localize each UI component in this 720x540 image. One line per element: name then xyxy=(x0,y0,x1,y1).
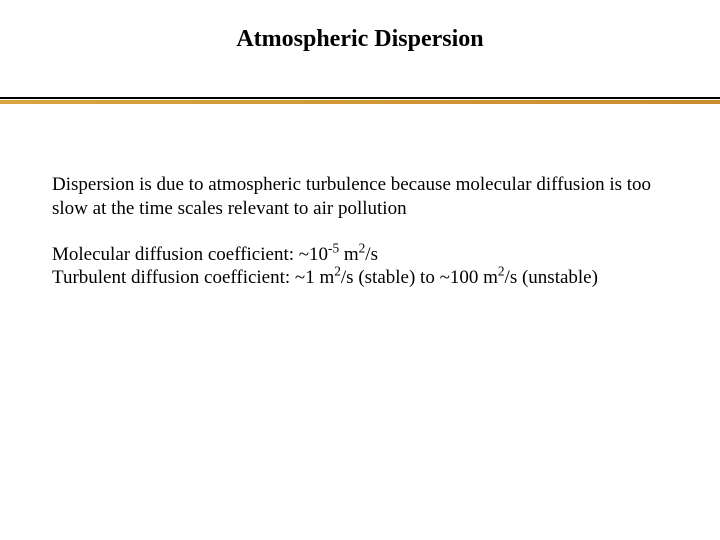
turbulent-exp1: 2 xyxy=(334,264,341,279)
turbulent-exp2: 2 xyxy=(498,264,505,279)
slide-title: Atmospheric Dispersion xyxy=(0,0,720,71)
title-divider xyxy=(0,97,720,105)
molecular-exponent: -5 xyxy=(328,240,339,255)
paragraph-coefficients: Molecular diffusion coefficient: ~10-5 m… xyxy=(52,243,668,291)
molecular-unit-pre: m xyxy=(339,244,359,265)
molecular-label: Molecular diffusion coefficient: ~10 xyxy=(52,244,328,265)
turbulent-mid: /s (stable) to ~100 m xyxy=(341,267,498,288)
divider-line-top xyxy=(0,97,720,99)
molecular-unit-post: /s xyxy=(365,244,378,265)
turbulent-post: /s (unstable) xyxy=(505,267,598,288)
divider-line-orange xyxy=(0,100,720,104)
turbulent-label: Turbulent diffusion coefficient: ~1 m xyxy=(52,267,334,288)
slide-body: Dispersion is due to atmospheric turbule… xyxy=(0,105,720,290)
paragraph-intro: Dispersion is due to atmospheric turbule… xyxy=(52,173,668,221)
